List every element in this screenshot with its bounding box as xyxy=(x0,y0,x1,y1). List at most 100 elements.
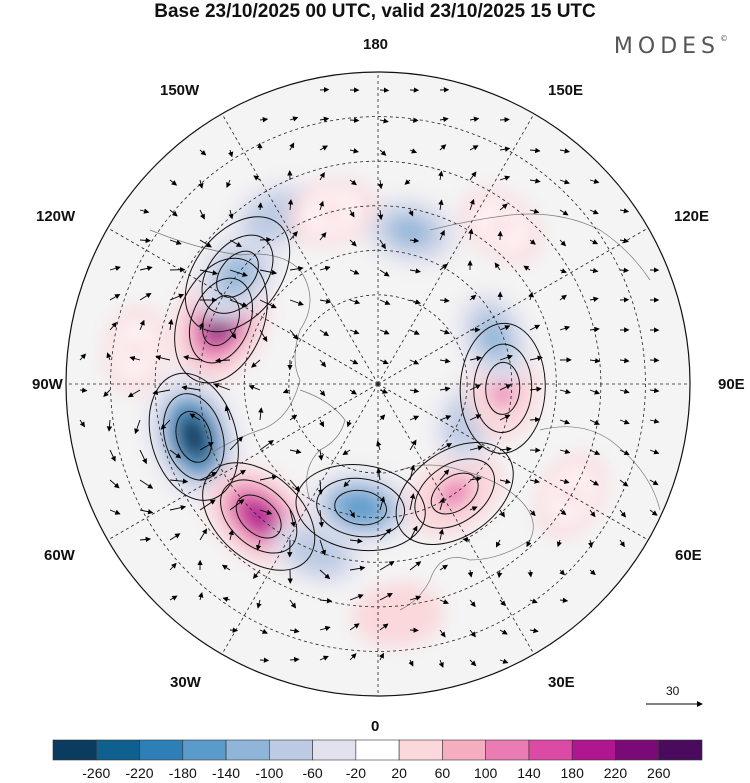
central-asia-coast xyxy=(539,426,661,511)
wind-arrow xyxy=(346,419,352,428)
wind-arrow xyxy=(318,449,324,461)
lon-label-0: 0 xyxy=(371,718,380,735)
wind-arrow xyxy=(527,569,533,578)
wind-arrow xyxy=(349,117,360,123)
wind-arrow xyxy=(139,319,145,331)
height-contour xyxy=(459,322,546,454)
wind-arrow xyxy=(287,199,294,211)
wind-arrow xyxy=(408,659,414,667)
wind-arrow xyxy=(469,145,479,151)
wind-arrow xyxy=(199,269,218,276)
wind-arrow xyxy=(462,537,471,543)
latitude-circle xyxy=(110,116,646,652)
wind-arrow xyxy=(409,388,420,394)
height-contour xyxy=(414,458,496,529)
wind-arrow xyxy=(494,262,501,271)
wind-arrow xyxy=(155,355,171,361)
wind-arrow xyxy=(439,144,447,151)
colorbar-tick-label: -260 xyxy=(82,765,111,781)
wind-arrow xyxy=(529,598,538,604)
wind-arrow xyxy=(127,389,141,398)
colorbar-tick-label: -60 xyxy=(302,765,323,781)
wind-arrow xyxy=(289,299,304,306)
lon-label-60e: 60E xyxy=(675,547,702,564)
wind-arrow xyxy=(409,299,421,305)
wind-arrow xyxy=(469,414,482,421)
wind-arrow xyxy=(152,389,171,395)
copyright-mark: © xyxy=(720,34,728,43)
wind-arrow xyxy=(257,202,263,211)
wind-arrow xyxy=(228,209,234,220)
anomaly-blob-core xyxy=(258,204,290,231)
wind-arrow xyxy=(259,237,272,243)
wind-arrow xyxy=(409,493,416,511)
colorbar-swatch xyxy=(615,739,660,761)
wind-arrow xyxy=(649,387,660,394)
wind-arrow xyxy=(106,352,112,361)
wind-arrow xyxy=(349,239,357,247)
wind-arrow xyxy=(319,598,333,604)
wind-arrow xyxy=(649,479,659,486)
wind-arrow xyxy=(409,464,416,481)
wind-arrow xyxy=(226,179,232,188)
wind-arrow xyxy=(318,200,324,211)
colorbar-swatch xyxy=(225,739,270,761)
wind-arrow xyxy=(224,405,231,421)
greenland-coast xyxy=(299,389,346,501)
height-contour xyxy=(201,295,240,346)
wind-arrow xyxy=(499,478,511,484)
graticule xyxy=(66,72,690,696)
wind-arrow xyxy=(259,329,268,342)
wind-arrow xyxy=(134,419,141,435)
wind-arrow xyxy=(559,325,571,331)
wind-arrow xyxy=(259,116,269,123)
wind-arrow xyxy=(439,469,450,481)
wind-arrow xyxy=(499,509,505,518)
wind-arrow xyxy=(409,117,419,123)
lon-label-30e: 30E xyxy=(548,674,575,691)
wind-arrow xyxy=(169,478,189,484)
wind-arrow xyxy=(589,209,599,215)
wind-arrow xyxy=(379,593,393,601)
wind-arrow xyxy=(439,229,445,241)
wind-arrow xyxy=(289,448,302,455)
wind-arrow xyxy=(439,599,449,605)
wind-arrow xyxy=(103,389,111,397)
wind-arrow xyxy=(109,294,121,301)
wind-arrow xyxy=(529,386,542,392)
wind-arrow xyxy=(499,117,510,123)
wind-arrow xyxy=(289,142,295,151)
height-contour xyxy=(175,410,213,463)
wind-arrow xyxy=(589,449,601,455)
wind-arrow xyxy=(589,389,601,395)
wind-arrow xyxy=(499,203,508,211)
wind-arrow xyxy=(199,442,214,451)
wind-arrow xyxy=(319,389,326,397)
wind-arrow xyxy=(349,329,360,335)
wind-arrow xyxy=(496,569,503,579)
wind-arrow xyxy=(529,478,540,484)
wind-arrow xyxy=(181,385,201,391)
wind-arrow xyxy=(169,293,185,301)
colorbar-tick-label: 140 xyxy=(517,765,541,781)
wind-arrow xyxy=(289,414,298,421)
wind-arrow xyxy=(109,509,121,515)
wind-arrow xyxy=(319,298,332,304)
wind-arrow xyxy=(289,509,296,528)
modes-logo: MODES© xyxy=(614,34,728,59)
latitude-circle xyxy=(199,205,557,563)
wind-arrow xyxy=(168,318,174,331)
wind-arrow xyxy=(342,449,351,456)
colorbar-swatch xyxy=(355,739,400,761)
height-contour xyxy=(334,489,387,526)
wind-arrow xyxy=(214,357,231,364)
wind-arrow xyxy=(289,329,299,340)
colorbar-tick-label: -20 xyxy=(345,765,366,781)
wind-arrow xyxy=(319,329,330,337)
east-siberia-coast xyxy=(429,213,651,281)
wind-arrow xyxy=(409,525,418,541)
wind-arrow xyxy=(619,419,630,425)
wind-arrow xyxy=(282,388,291,394)
wind-arrow xyxy=(221,564,231,571)
